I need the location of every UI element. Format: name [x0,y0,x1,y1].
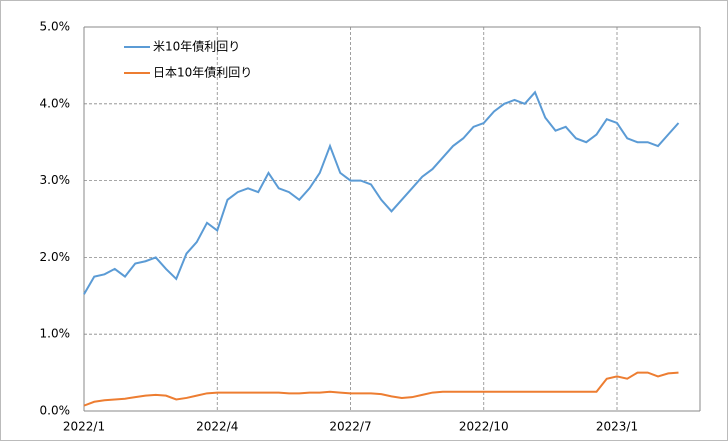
x-tick-label: 2022/1 [63,420,105,434]
x-tick-label: 2022/4 [196,420,238,434]
x-tick-label: 2023/1 [596,420,638,434]
y-tick-label: 3.0% [40,173,71,187]
series-line [83,90,680,295]
legend-label: 米10年債利回り [153,39,240,54]
y-tick-label: 1.0% [40,327,71,341]
series-line [83,371,679,407]
x-tick-label: 2022/10 [459,420,509,434]
y-tick-label: 2.0% [40,250,71,264]
y-tick-label: 4.0% [40,96,71,110]
legend-label: 日本10年債利回り [153,65,252,80]
y-tick-label: 0.0% [40,404,71,418]
y-tick-label: 5.0% [40,20,71,34]
x-tick-label: 2022/7 [329,420,371,434]
